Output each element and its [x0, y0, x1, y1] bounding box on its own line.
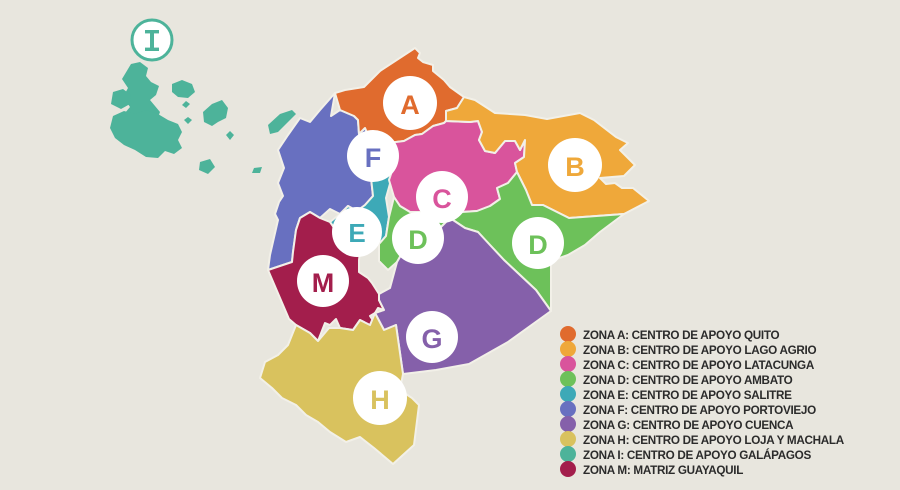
- svg-text:E: E: [348, 218, 365, 248]
- svg-text:A: A: [400, 90, 420, 120]
- svg-text:ZONA D: CENTRO DE APOYO AMBATO: ZONA D: CENTRO DE APOYO AMBATO: [583, 374, 793, 387]
- svg-text:ZONA H: CENTRO DE APOYO LOJA Y: ZONA H: CENTRO DE APOYO LOJA Y MACHALA: [583, 434, 845, 447]
- svg-text:ZONA C: CENTRO DE APOYO LATACU: ZONA C: CENTRO DE APOYO LATACUNGA: [583, 359, 815, 372]
- svg-text:ZONA M: MATRIZ GUAYAQUIL: ZONA M: MATRIZ GUAYAQUIL: [583, 464, 743, 477]
- svg-text:B: B: [565, 152, 585, 182]
- svg-text:D: D: [408, 225, 428, 255]
- svg-text:D: D: [528, 230, 548, 260]
- svg-text:G: G: [421, 324, 442, 354]
- svg-text:ZONA E: CENTRO DE APOYO SALITR: ZONA E: CENTRO DE APOYO SALITRE: [583, 389, 792, 402]
- svg-text:F: F: [365, 143, 382, 173]
- svg-text:ZONA F: CENTRO DE APOYO PORTOV: ZONA F: CENTRO DE APOYO PORTOVIEJO: [583, 404, 816, 417]
- svg-text:ZONA B: CENTRO DE APOYO LAGO A: ZONA B: CENTRO DE APOYO LAGO AGRIO: [583, 344, 816, 357]
- svg-text:ZONA A: CENTRO DE APOYO QUITO: ZONA A: CENTRO DE APOYO QUITO: [583, 329, 779, 342]
- svg-text:ZONA I: CENTRO DE APOYO GALÁP: ZONA I: CENTRO DE APOYO GALÁPAGOS: [583, 449, 811, 462]
- svg-text:C: C: [432, 184, 452, 214]
- svg-text:ZONA G: CENTRO DE APOYO CUENC: ZONA G: CENTRO DE APOYO CUENCA: [583, 419, 794, 432]
- svg-text:M: M: [312, 268, 335, 298]
- svg-text:H: H: [370, 385, 390, 415]
